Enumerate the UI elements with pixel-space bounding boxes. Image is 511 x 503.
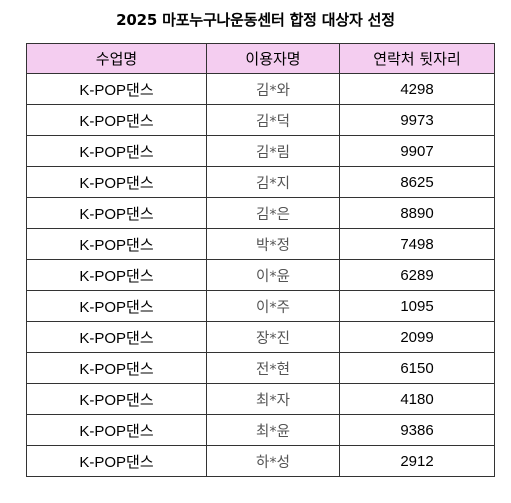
table-row: K-POP댄스 하*성 2912 xyxy=(26,445,495,477)
course-cell: K-POP댄스 xyxy=(26,414,207,446)
user-name-cell: 최*자 xyxy=(206,383,340,415)
table-row: K-POP댄스 최*자 4180 xyxy=(26,383,495,415)
user-name-cell: 김*지 xyxy=(206,166,340,198)
phone-suffix-cell: 1095 xyxy=(339,290,495,322)
table-row: K-POP댄스 전*현 6150 xyxy=(26,352,495,384)
course-cell: K-POP댄스 xyxy=(26,166,207,198)
user-name-cell: 장*진 xyxy=(206,321,340,353)
user-name-cell: 김*림 xyxy=(206,135,340,167)
course-cell: K-POP댄스 xyxy=(26,290,207,322)
table-header-row: 수업명 이용자명 연락처 뒷자리 xyxy=(26,43,495,74)
user-name-cell: 최*윤 xyxy=(206,414,340,446)
user-name-cell: 이*윤 xyxy=(206,259,340,291)
phone-suffix-cell: 2099 xyxy=(339,321,495,353)
table-row: K-POP댄스 이*주 1095 xyxy=(26,290,495,322)
user-name-cell: 김*와 xyxy=(206,73,340,105)
phone-suffix-cell: 8890 xyxy=(339,197,495,229)
user-name-cell: 이*주 xyxy=(206,290,340,322)
phone-suffix-cell: 6289 xyxy=(339,259,495,291)
course-cell: K-POP댄스 xyxy=(26,352,207,384)
course-cell: K-POP댄스 xyxy=(26,135,207,167)
page-title: 2025 마포누구나운동센터 합정 대상자 선정 xyxy=(116,11,395,29)
table-row: K-POP댄스 김*덕 9973 xyxy=(26,104,495,136)
phone-suffix-cell: 2912 xyxy=(339,445,495,477)
course-cell: K-POP댄스 xyxy=(26,197,207,229)
table-row: K-POP댄스 최*윤 9386 xyxy=(26,414,495,446)
table-row: K-POP댄스 김*은 8890 xyxy=(26,197,495,229)
course-cell: K-POP댄스 xyxy=(26,445,207,477)
user-name-cell: 김*덕 xyxy=(206,104,340,136)
phone-suffix-cell: 9386 xyxy=(339,414,495,446)
course-cell: K-POP댄스 xyxy=(26,228,207,260)
table-row: K-POP댄스 이*윤 6289 xyxy=(26,259,495,291)
user-name-cell: 박*정 xyxy=(206,228,340,260)
phone-suffix-cell: 6150 xyxy=(339,352,495,384)
phone-suffix-cell: 4298 xyxy=(339,73,495,105)
course-cell: K-POP댄스 xyxy=(26,104,207,136)
phone-suffix-cell: 4180 xyxy=(339,383,495,415)
user-name-cell: 김*은 xyxy=(206,197,340,229)
column-header-phone-suffix: 연락처 뒷자리 xyxy=(339,43,495,74)
phone-suffix-cell: 7498 xyxy=(339,228,495,260)
phone-suffix-cell: 8625 xyxy=(339,166,495,198)
column-header-user-name: 이용자명 xyxy=(206,43,340,74)
user-name-cell: 하*성 xyxy=(206,445,340,477)
course-cell: K-POP댄스 xyxy=(26,73,207,105)
participant-table: 수업명 이용자명 연락처 뒷자리 K-POP댄스 김*와 4298 K-POP댄… xyxy=(26,43,495,477)
table-row: K-POP댄스 박*정 7498 xyxy=(26,228,495,260)
course-cell: K-POP댄스 xyxy=(26,321,207,353)
phone-suffix-cell: 9973 xyxy=(339,104,495,136)
user-name-cell: 전*현 xyxy=(206,352,340,384)
table-row: K-POP댄스 장*진 2099 xyxy=(26,321,495,353)
course-cell: K-POP댄스 xyxy=(26,383,207,415)
table-row: K-POP댄스 김*지 8625 xyxy=(26,166,495,198)
course-cell: K-POP댄스 xyxy=(26,259,207,291)
table-row: K-POP댄스 김*와 4298 xyxy=(26,73,495,105)
column-header-course: 수업명 xyxy=(26,43,207,74)
phone-suffix-cell: 9907 xyxy=(339,135,495,167)
table-row: K-POP댄스 김*림 9907 xyxy=(26,135,495,167)
